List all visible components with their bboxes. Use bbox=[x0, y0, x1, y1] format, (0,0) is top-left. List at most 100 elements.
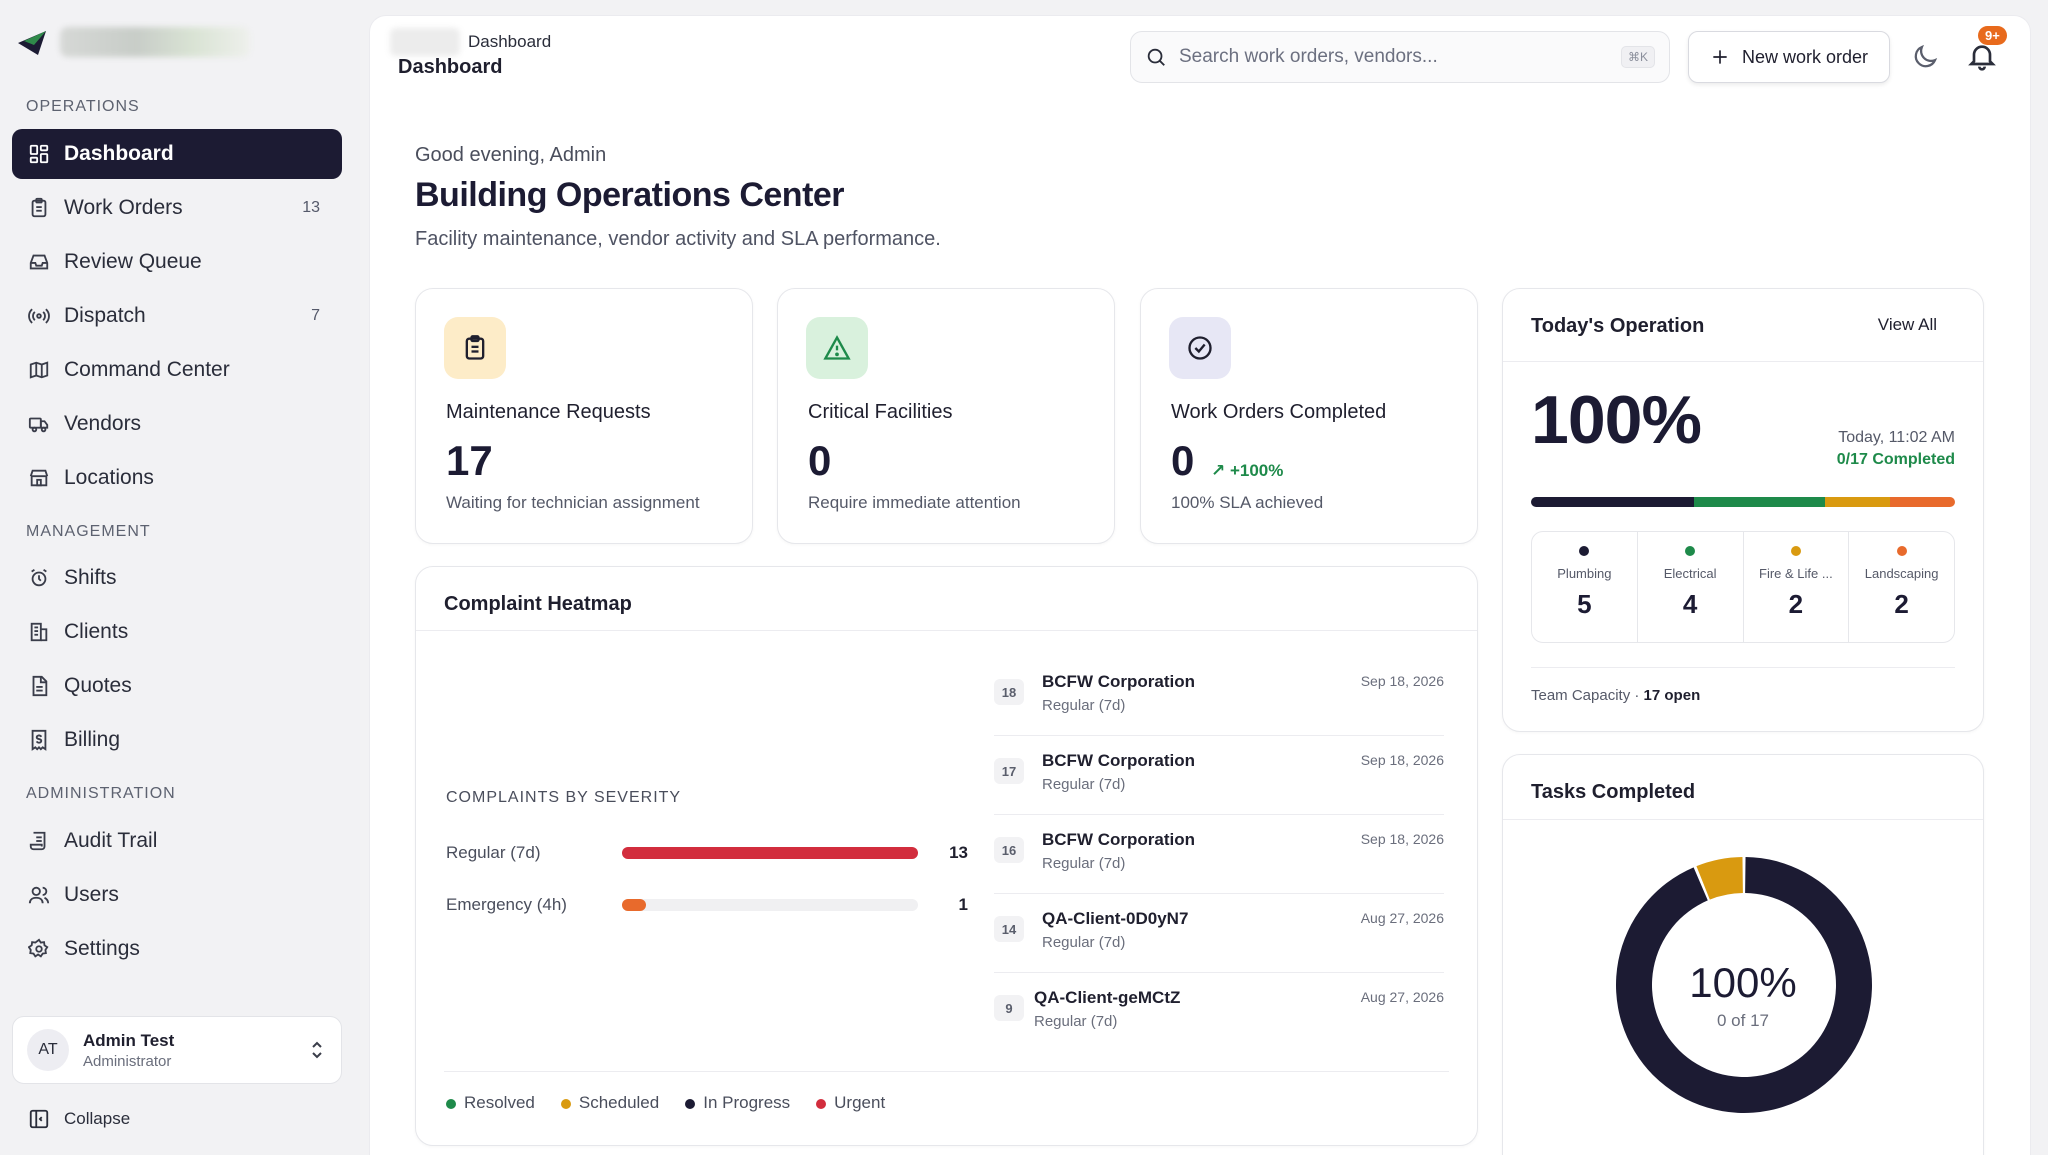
search-input[interactable] bbox=[1179, 46, 1609, 68]
complaint-date: Aug 27, 2026 bbox=[1360, 989, 1444, 1005]
complaint-severity: Regular (7d) bbox=[1042, 697, 1126, 714]
logo-wordmark bbox=[60, 27, 250, 57]
building-icon bbox=[28, 621, 50, 643]
operation-timestamp: Today, 11:02 AM bbox=[1838, 429, 1955, 446]
category-name: Plumbing bbox=[1557, 566, 1612, 581]
sidebar-item-quotes[interactable]: Quotes bbox=[12, 661, 342, 711]
alarm-clock-icon bbox=[28, 567, 50, 589]
user-name: Admin Test bbox=[83, 1030, 175, 1050]
new-work-order-button[interactable]: New work order bbox=[1688, 31, 1890, 83]
breadcrumb[interactable]: Dashboard bbox=[468, 32, 552, 51]
complaint-number: 14 bbox=[994, 916, 1024, 942]
sidebar-item-dashboard[interactable]: Dashboard bbox=[12, 129, 342, 179]
stat-card-maintenance[interactable]: Maintenance Requests 17 Waiting for tech… bbox=[415, 288, 753, 544]
sidebar-item-billing[interactable]: Billing bbox=[12, 715, 342, 765]
complaint-heatmap-card: Complaint Heatmap COMPLAINTS BY SEVERITY… bbox=[415, 566, 1478, 1146]
view-all-link[interactable]: View All bbox=[1877, 315, 1937, 334]
dashboard-title: Building Operations Center bbox=[415, 176, 845, 214]
receipt-dollar-icon bbox=[28, 729, 50, 751]
category-landscaping[interactable]: Landscaping 2 bbox=[1849, 532, 1954, 642]
complaint-date: Sep 18, 2026 bbox=[1360, 831, 1444, 847]
sidebar-item-locations[interactable]: Locations bbox=[12, 453, 342, 503]
sidebar-item-work-orders[interactable]: Work Orders 13 bbox=[12, 183, 342, 233]
main-content: Dashboard Dashboard ⌘K New work order 9+… bbox=[370, 16, 2030, 1155]
divider bbox=[416, 630, 1477, 631]
legend-label: Urgent bbox=[834, 1093, 886, 1112]
stat-label: Maintenance Requests bbox=[446, 401, 651, 423]
sidebar-item-label: Billing bbox=[64, 728, 121, 751]
sidebar-item-label: Shifts bbox=[64, 566, 117, 589]
category-plumbing[interactable]: Plumbing 5 bbox=[1532, 532, 1638, 642]
stat-card-critical[interactable]: Critical Facilities 0 Require immediate … bbox=[777, 288, 1115, 544]
section-label-administration: ADMINISTRATION bbox=[26, 785, 176, 802]
donut-segment[interactable] bbox=[1696, 857, 1743, 900]
logo-icon bbox=[16, 25, 50, 59]
stat-subtext: Require immediate attention bbox=[808, 493, 1021, 512]
sidebar: OPERATIONS Dashboard Work Orders 13 Revi… bbox=[0, 0, 358, 1155]
check-circle-icon bbox=[1169, 317, 1231, 379]
avatar: AT bbox=[27, 1029, 69, 1071]
sidebar-item-clients[interactable]: Clients bbox=[12, 607, 342, 657]
bell-icon[interactable] bbox=[1966, 40, 1998, 72]
category-bar-segment bbox=[1889, 497, 1955, 507]
search-bar[interactable]: ⌘K bbox=[1130, 31, 1670, 83]
complaint-row[interactable]: 16 BCFW Corporation Regular (7d) Sep 18,… bbox=[994, 815, 1444, 894]
stat-value: 17 bbox=[446, 437, 493, 484]
category-progress-bar bbox=[1531, 497, 1955, 507]
sidebar-item-command-center[interactable]: Command Center bbox=[12, 345, 342, 395]
sidebar-item-dispatch[interactable]: Dispatch 7 bbox=[12, 291, 342, 341]
category-electrical[interactable]: Electrical 4 bbox=[1638, 532, 1744, 642]
clipboard-icon bbox=[28, 197, 50, 219]
complaint-number: 16 bbox=[994, 837, 1024, 863]
severity-bar-track bbox=[622, 899, 918, 911]
truck-icon bbox=[28, 413, 50, 435]
severity-heading: COMPLAINTS BY SEVERITY bbox=[446, 789, 682, 806]
moon-icon[interactable] bbox=[1910, 42, 1940, 72]
sidebar-item-label: Locations bbox=[64, 466, 154, 489]
complaint-row[interactable]: 14 QA-Client-0D0yN7 Regular (7d) Aug 27,… bbox=[994, 894, 1444, 973]
capacity-label: Team Capacity · bbox=[1531, 687, 1640, 704]
count-badge: 7 bbox=[311, 307, 320, 324]
legend-dot bbox=[685, 1098, 696, 1109]
complaint-client: BCFW Corporation bbox=[1042, 672, 1195, 691]
legend-label: In Progress bbox=[703, 1093, 791, 1112]
trend-indicator: ↗ +100% bbox=[1211, 461, 1283, 481]
divider bbox=[1531, 667, 1955, 668]
category-bar-segment bbox=[1694, 497, 1825, 507]
complaint-number: 18 bbox=[994, 679, 1024, 705]
sidebar-item-label: Users bbox=[64, 883, 119, 906]
sidebar-item-audit-trail[interactable]: Audit Trail bbox=[12, 816, 342, 866]
stat-subtext: Waiting for technician assignment bbox=[446, 493, 700, 512]
complaint-row[interactable]: 18 BCFW Corporation Regular (7d) Sep 18,… bbox=[994, 657, 1444, 736]
category-fire-life[interactable]: Fire & Life ... 2 bbox=[1744, 532, 1850, 642]
severity-bar-track bbox=[622, 847, 918, 859]
category-value: 4 bbox=[1682, 589, 1698, 619]
notification-badge: 9+ bbox=[1978, 26, 2007, 45]
category-value: 2 bbox=[1788, 589, 1804, 619]
legend-item: Resolved bbox=[446, 1093, 535, 1113]
stat-value: 0 bbox=[1171, 437, 1195, 484]
sidebar-item-review-queue[interactable]: Review Queue bbox=[12, 237, 342, 287]
severity-bar bbox=[622, 899, 646, 911]
sidebar-item-settings[interactable]: Settings bbox=[12, 924, 342, 974]
stat-value: 0 bbox=[808, 437, 832, 484]
new-work-order-label: New work order bbox=[1741, 46, 1869, 67]
card-title: Complaint Heatmap bbox=[444, 593, 632, 615]
complaint-row[interactable]: 17 BCFW Corporation Regular (7d) Sep 18,… bbox=[994, 736, 1444, 815]
complaint-row[interactable]: 9 QA-Client-geMCtZ Regular (7d) Aug 27, … bbox=[994, 973, 1444, 1052]
divider bbox=[1503, 819, 1983, 820]
inbox-icon bbox=[28, 251, 50, 273]
category-dot bbox=[1896, 546, 1907, 556]
collapse-button[interactable]: Collapse bbox=[28, 1108, 130, 1130]
category-dot bbox=[1790, 546, 1801, 556]
complaint-severity: Regular (7d) bbox=[1042, 855, 1126, 872]
sidebar-item-vendors[interactable]: Vendors bbox=[12, 399, 342, 449]
store-icon bbox=[28, 467, 50, 489]
sidebar-item-shifts[interactable]: Shifts bbox=[12, 553, 342, 603]
user-menu[interactable]: AT Admin Test Administrator bbox=[12, 1016, 342, 1084]
app-logo[interactable] bbox=[16, 18, 256, 66]
user-info: Admin Test Administrator bbox=[83, 1031, 174, 1070]
stat-card-completed[interactable]: Work Orders Completed 0 ↗ +100% 100% SLA… bbox=[1140, 288, 1478, 544]
sidebar-item-users[interactable]: Users bbox=[12, 870, 342, 920]
breadcrumb-logo bbox=[390, 28, 460, 56]
